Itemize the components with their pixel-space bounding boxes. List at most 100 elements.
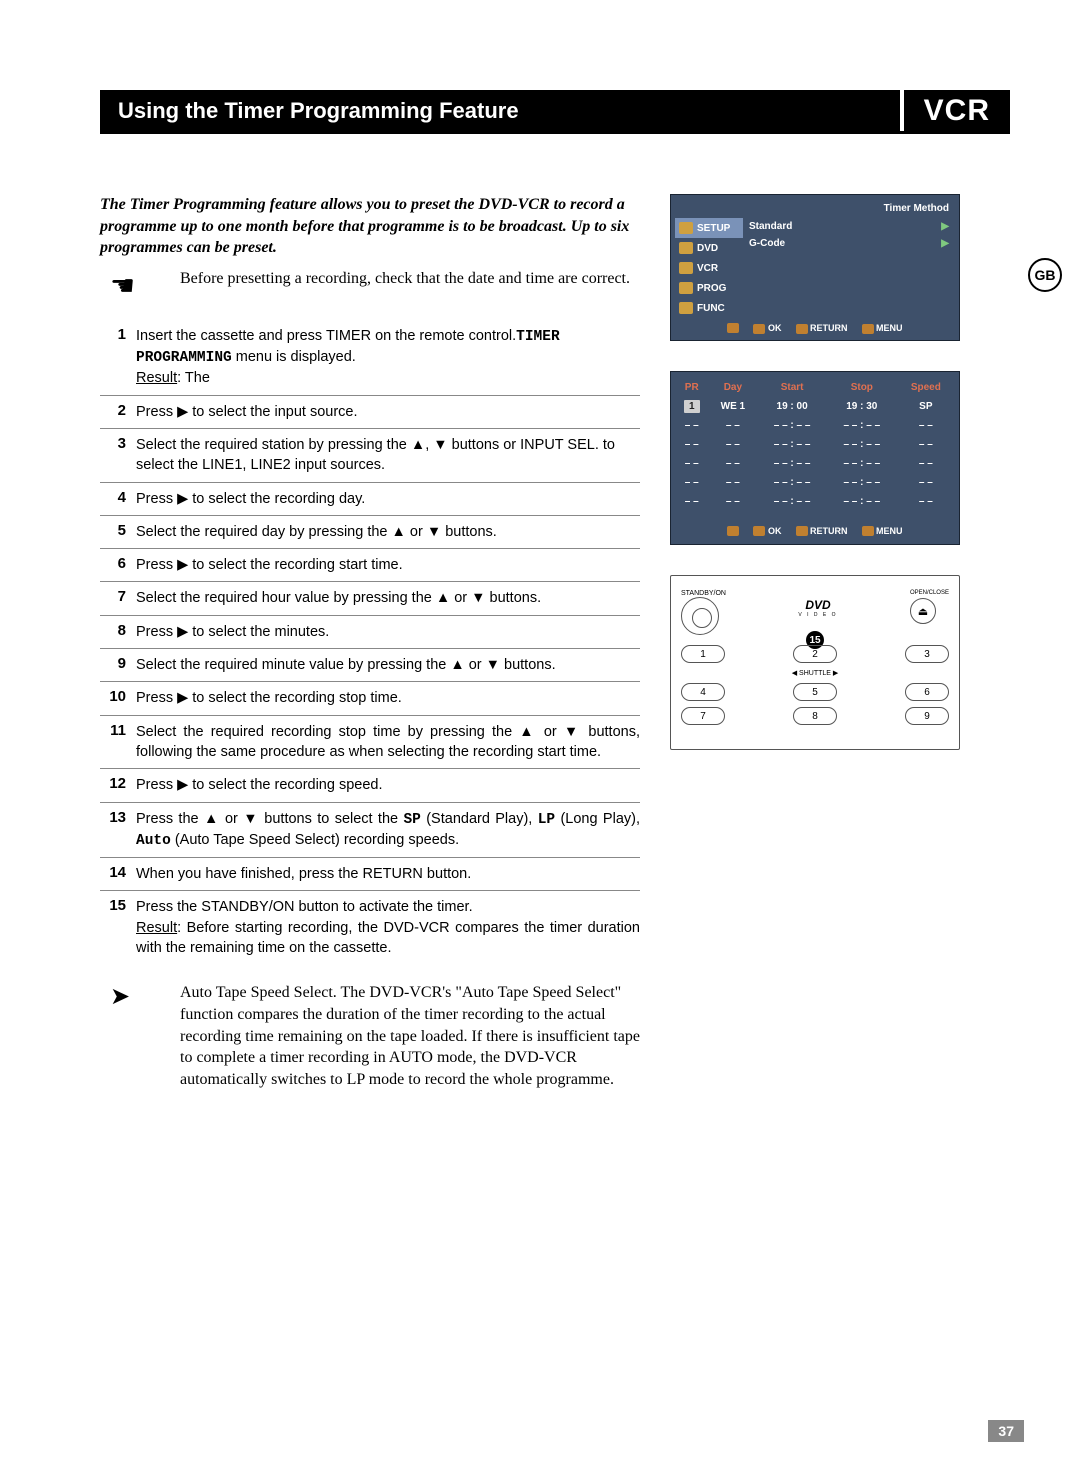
- step-num: 13: [100, 809, 136, 852]
- move-icon: [727, 323, 739, 333]
- btn-icon: [862, 526, 874, 536]
- cell: – –: [897, 454, 955, 473]
- step-13: 13Press the ▲ or ▼ buttons to select the…: [100, 803, 640, 859]
- arrow-icon: ➤: [110, 982, 160, 1090]
- step-num: 15: [100, 897, 136, 958]
- col-day: Day: [709, 378, 758, 397]
- cell: – – : – –: [827, 416, 897, 435]
- remote-btn-3: 3: [905, 645, 949, 663]
- step-10: 10Press ▶ to select the recording stop t…: [100, 682, 640, 715]
- step-8: 8Press ▶ to select the minutes.: [100, 616, 640, 649]
- step-3: 3Select the required station by pressing…: [100, 429, 640, 483]
- step-num: 9: [100, 655, 136, 675]
- table-row: – –– –– – : – –– – : – –– –: [675, 473, 955, 492]
- eject-button: ⏏: [910, 598, 936, 624]
- steps-list: 1Insert the cassette and press TIMER on …: [100, 320, 640, 965]
- cell: WE 1: [709, 397, 758, 416]
- step-body: Select the required day by pressing the …: [136, 522, 640, 542]
- step-num: 6: [100, 555, 136, 575]
- dvd-logo: DVD: [798, 598, 837, 612]
- move-icon: [727, 526, 739, 536]
- remote-btn-5: 5: [793, 683, 837, 701]
- remote-row: 4 5 6: [681, 683, 949, 701]
- step-12: 12Press ▶ to select the recording speed.: [100, 769, 640, 802]
- cell: – – : – –: [827, 492, 897, 511]
- cell: – – : – –: [757, 454, 827, 473]
- step-body: Select the required recording stop time …: [136, 722, 640, 763]
- remote-btn-6: 6: [905, 683, 949, 701]
- vcr-badge: VCR: [904, 90, 1010, 131]
- col-start: Start: [757, 378, 827, 397]
- remote-btn-1: 1: [681, 645, 725, 663]
- foot-ok: OK: [753, 526, 781, 537]
- preset-note: ☚ Before presetting a recording, check t…: [100, 269, 640, 302]
- osd-timer-method: Timer Method SETUPDVDVCRPROGFUNC Standar…: [670, 194, 960, 341]
- step-num: 8: [100, 622, 136, 642]
- remote-btn-4: 4: [681, 683, 725, 701]
- header-bar: Using the Timer Programming Feature VCR: [100, 90, 1010, 134]
- cell: – – : – –: [757, 435, 827, 454]
- intro-text: The Timer Programming feature allows you…: [100, 194, 640, 259]
- step-body: Press ▶ to select the recording stop tim…: [136, 688, 640, 708]
- table-row: – –– –– – : – –– – : – –– –: [675, 454, 955, 473]
- step-body: Select the required hour value by pressi…: [136, 588, 640, 608]
- foot-return: RETURN: [796, 323, 848, 334]
- step-num: 11: [100, 722, 136, 763]
- cell: 1: [675, 397, 709, 416]
- menu-icon: [679, 302, 693, 314]
- step-body: Press ▶ to select the recording start ti…: [136, 555, 640, 575]
- step-num: 5: [100, 522, 136, 542]
- standby-label: STANDBY/ON: [681, 590, 726, 597]
- timer-table: PRDayStartStopSpeed 1WE 119 : 0019 : 30S…: [675, 378, 955, 511]
- step-body: Press ▶ to select the minutes.: [136, 622, 640, 642]
- hand-icon: ☚: [110, 269, 160, 302]
- cell: – – : – –: [827, 454, 897, 473]
- cell: 19 : 30: [827, 397, 897, 416]
- table-row: 1WE 119 : 0019 : 30SP: [675, 397, 955, 416]
- cell: – –: [897, 416, 955, 435]
- cell: – –: [675, 473, 709, 492]
- step-body: When you have finished, press the RETURN…: [136, 864, 640, 884]
- step-num: 7: [100, 588, 136, 608]
- osd-side-setup: SETUP: [675, 218, 743, 238]
- col-stop: Stop: [827, 378, 897, 397]
- step-6: 6Press ▶ to select the recording start t…: [100, 549, 640, 582]
- cell: – –: [709, 492, 758, 511]
- remote-btn-7: 7: [681, 707, 725, 725]
- step-num: 3: [100, 435, 136, 476]
- cell: – – : – –: [827, 435, 897, 454]
- step-num: 14: [100, 864, 136, 884]
- cell: – – : – –: [757, 473, 827, 492]
- step-num: 2: [100, 402, 136, 422]
- cell: – –: [675, 416, 709, 435]
- end-note: ➤ Auto Tape Speed Select. The DVD-VCR's …: [100, 982, 640, 1090]
- cell: – –: [897, 473, 955, 492]
- page-number: 37: [988, 1420, 1024, 1442]
- table-row: – –– –– – : – –– – : – –– –: [675, 435, 955, 454]
- foot-ok: OK: [753, 323, 781, 334]
- step-4: 4Press ▶ to select the recording day.: [100, 483, 640, 516]
- openclose-label: OPEN/CLOSE: [910, 590, 949, 596]
- remote-row: 1 2 3: [681, 645, 949, 663]
- cell: 19 : 00: [757, 397, 827, 416]
- remote-diagram: STANDBY/ON DVD V I D E O OPEN/CLOSE ⏏ 1 5…: [670, 575, 960, 750]
- cell: – – : – –: [757, 416, 827, 435]
- menu-icon: [679, 282, 693, 294]
- gb-badge: GB: [1028, 258, 1062, 292]
- btn-icon: [796, 526, 808, 536]
- cell: – – : – –: [827, 473, 897, 492]
- remote-btn-2: 2: [793, 645, 837, 663]
- standby-knob: [681, 597, 719, 635]
- step-body: Select the required minute value by pres…: [136, 655, 640, 675]
- cell: – –: [675, 435, 709, 454]
- shuttle-label: ◀ SHUTTLE ▶: [681, 669, 949, 677]
- remote-row: 789: [681, 707, 949, 725]
- osd-side-func: FUNC: [675, 298, 743, 318]
- dvd-logo-sub: V I D E O: [798, 612, 837, 618]
- cell: – –: [675, 454, 709, 473]
- btn-icon: [753, 324, 765, 334]
- page-title: Using the Timer Programming Feature: [100, 90, 900, 131]
- osd-option: G-Code▶: [743, 235, 955, 252]
- step-11: 11Select the required recording stop tim…: [100, 716, 640, 770]
- step-num: 10: [100, 688, 136, 708]
